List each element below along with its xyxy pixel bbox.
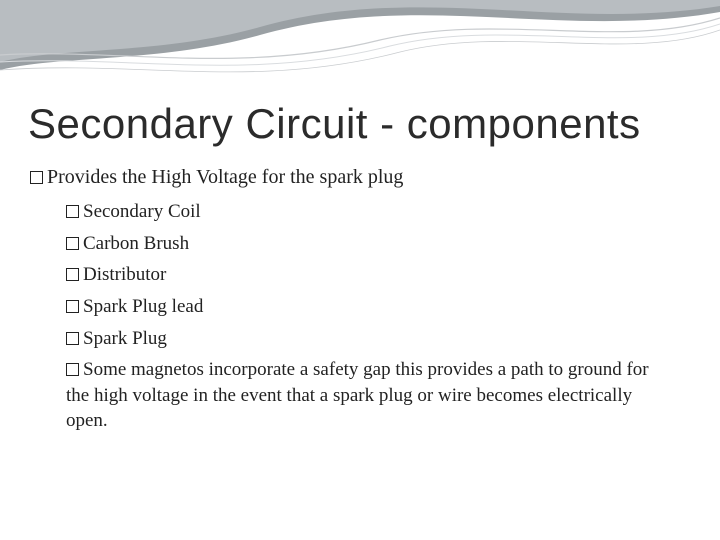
bullet-icon [66,363,79,376]
list-item: Spark Plug lead [28,294,668,320]
bullet-icon [66,300,79,313]
item-text: Distributor [83,264,166,285]
slide-content: Secondary Circuit - components Provides … [0,0,720,434]
slide-title: Secondary Circuit - components [28,100,692,148]
bullet-icon [66,332,79,345]
bullet-icon [66,237,79,250]
bullet-icon [66,205,79,218]
item-text: Some magnetos incorporate a safety gap t… [66,359,649,431]
intro-line: Provides the High Voltage for the spark … [28,166,692,189]
item-text: Carbon Brush [83,233,189,254]
list-item: Distributor [28,262,668,288]
list-item: Spark Plug [28,326,668,352]
bullet-icon [30,171,43,184]
bullet-icon [66,268,79,281]
item-text: Spark Plug lead [83,296,203,317]
intro-text: Provides the High Voltage for the spark … [47,166,403,188]
list-item: Secondary Coil [28,199,668,225]
list-item: Some magnetos incorporate a safety gap t… [28,357,668,434]
item-text: Secondary Coil [83,201,201,222]
item-text: Spark Plug [83,328,167,349]
list-item: Carbon Brush [28,231,668,257]
